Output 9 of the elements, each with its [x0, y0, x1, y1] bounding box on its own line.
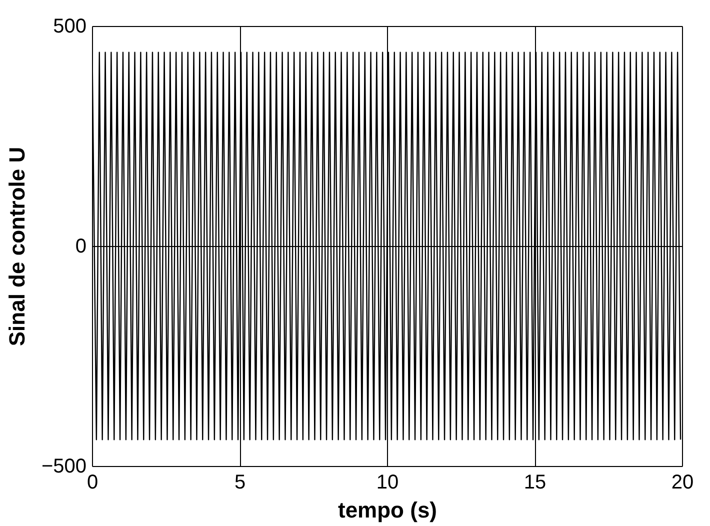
y-tick-label: −500 — [41, 456, 86, 478]
y-tick-label: 500 — [53, 16, 86, 38]
x-tick-label: 20 — [671, 472, 694, 494]
x-tick-label: 5 — [234, 472, 246, 494]
y-tick-label: 0 — [75, 236, 86, 258]
x-axis-title: tempo (s) — [338, 498, 437, 522]
x-tick-label: 15 — [524, 472, 546, 494]
x-tick-label: 10 — [376, 472, 399, 494]
y-axis-title: Sinal de controle U — [4, 146, 30, 346]
